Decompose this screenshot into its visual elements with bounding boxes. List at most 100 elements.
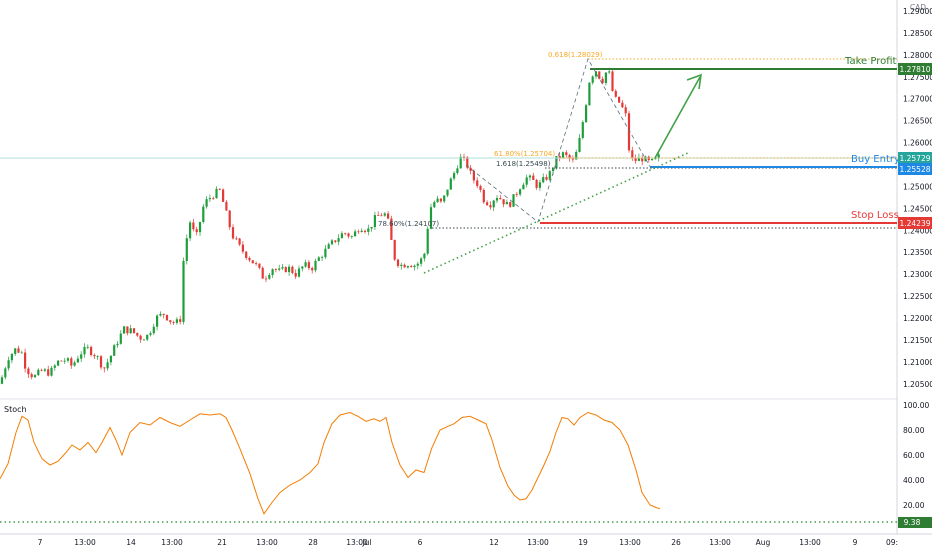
candle-bearish	[344, 233, 347, 235]
candle-bearish	[535, 179, 538, 188]
candle-bullish	[561, 152, 565, 158]
time-tick-label: 13:00	[527, 538, 549, 547]
stoch-tick-label: 20.00	[903, 501, 925, 510]
candle-bearish	[489, 205, 492, 208]
candle-bearish	[251, 260, 254, 264]
candle-bearish	[235, 238, 238, 240]
fib-786-label: 78.60%(1.24107)	[378, 220, 439, 228]
time-tick-label: 19	[578, 538, 588, 547]
candle-bullish	[330, 240, 334, 245]
time-tick-label: 14	[126, 538, 136, 547]
candle-bullish	[644, 156, 647, 162]
time-tick-label: 7	[38, 538, 43, 547]
candle-bullish	[142, 339, 145, 341]
candle-bearish	[93, 355, 96, 357]
candle-bearish	[311, 268, 314, 271]
candle-bullish	[149, 333, 152, 335]
candle-bullish	[578, 137, 581, 152]
candle-bearish	[179, 319, 182, 322]
candle-bullish	[581, 122, 584, 138]
time-tick-label: 13:00	[619, 538, 641, 547]
candle-bullish	[156, 315, 159, 327]
candle-bearish	[396, 259, 400, 266]
candle-bullish	[33, 375, 37, 378]
candle-bullish	[50, 367, 53, 376]
candle-bullish	[651, 159, 654, 161]
candle-bearish	[621, 102, 624, 108]
candle-bullish	[96, 356, 99, 358]
candle-bearish	[222, 189, 225, 202]
candle-bullish	[548, 171, 551, 180]
candle-bearish	[162, 313, 165, 315]
candle-bullish	[337, 238, 340, 242]
candle-bearish	[103, 367, 106, 369]
candle-bullish	[340, 233, 343, 239]
candle-bearish	[462, 156, 466, 158]
candle-bearish	[47, 369, 50, 376]
candle-bullish	[159, 313, 162, 316]
candle-bullish	[146, 334, 149, 340]
candle-bullish	[525, 177, 528, 185]
candle-bullish	[271, 269, 274, 276]
candle-bearish	[90, 346, 93, 356]
price-tick-label: 1.21000	[903, 358, 932, 367]
fib-618-top-label: 0.618(1.28029)	[548, 51, 603, 59]
candle-bullish	[360, 230, 363, 233]
candle-bullish	[304, 262, 307, 267]
price-tick-label: 1.28000	[903, 51, 932, 60]
candle-bullish	[297, 268, 301, 277]
price-tick-label: 1.28500	[903, 29, 932, 38]
candle-bullish	[585, 105, 588, 123]
time-tick-label: 28	[308, 538, 318, 547]
stoch-tick-label: 100.00	[903, 401, 929, 410]
candle-bearish	[192, 222, 195, 230]
candle-bullish	[519, 189, 522, 195]
candle-bearish	[439, 198, 442, 202]
candle-bullish	[413, 265, 416, 268]
candle-bearish	[571, 158, 574, 160]
candle-bullish	[83, 346, 86, 355]
candle-bearish	[294, 272, 297, 277]
candle-bullish	[538, 182, 541, 188]
stop-loss-tag-text: 1.24239	[899, 219, 930, 228]
take-profit-label: Take Profit	[844, 56, 897, 67]
stop-loss-tag	[898, 217, 932, 229]
price-tick-label: 1.22500	[903, 292, 932, 301]
candle-bullish	[528, 175, 532, 178]
time-tick-label: 12	[489, 538, 499, 547]
candle-bearish	[482, 189, 485, 203]
candle-bullish	[301, 266, 304, 269]
candle-bullish	[198, 222, 202, 233]
price-tick-labels: 1.29000 1.28500 1.28000 1.27500 1.27000 1.265…	[903, 7, 932, 389]
target-arrow-head	[686, 73, 702, 90]
candle-bullish	[420, 258, 423, 264]
stoch-value-text: 9.38	[904, 518, 921, 527]
candle-bullish	[426, 228, 429, 254]
candle-bullish	[552, 168, 555, 172]
candle-bullish	[423, 253, 426, 259]
price-tick-label: 1.25000	[903, 182, 932, 191]
time-tick-label: Aug	[756, 538, 771, 547]
candle-bearish	[641, 157, 644, 162]
candle-bullish	[433, 202, 436, 208]
candle-bearish	[515, 194, 518, 195]
candle-bearish	[565, 152, 568, 156]
candle-bullish	[522, 184, 525, 190]
candle-bullish	[37, 369, 40, 376]
candle-bullish	[116, 343, 119, 346]
candle-bullish	[594, 71, 598, 77]
candle-bullish	[383, 213, 386, 216]
candle-bearish	[245, 251, 248, 258]
price-tick-label: 1.21500	[903, 336, 932, 345]
buy-entry-tag-text: 1.25528	[899, 165, 930, 174]
candle-bullish	[106, 362, 109, 369]
candle-bullish	[373, 215, 376, 228]
fib-618-mid-label: 61.80%(1.25704)	[494, 150, 555, 158]
candle-bearish	[466, 157, 469, 168]
candle-bearish	[261, 267, 264, 279]
candle-bearish	[479, 185, 482, 190]
price-tick-label: 1.20500	[903, 380, 932, 389]
candle-bearish	[307, 262, 310, 269]
